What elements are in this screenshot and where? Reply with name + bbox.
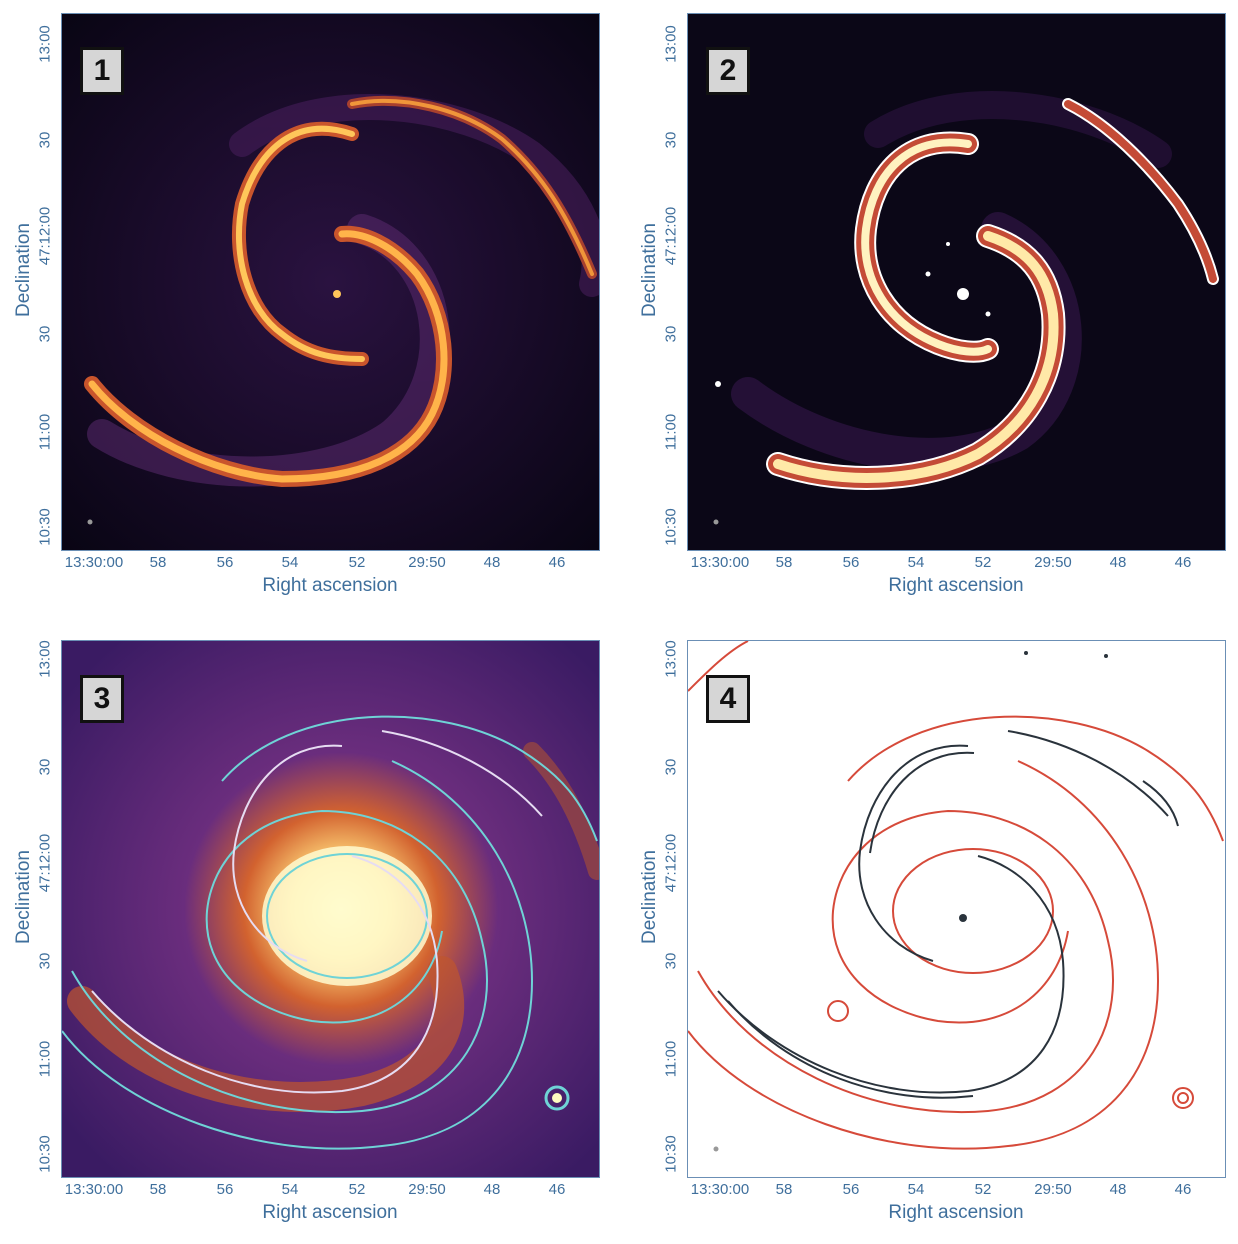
y-tick-label: 11:00 (36, 413, 54, 451)
y-tick-label: 10:30 (36, 1135, 54, 1173)
x-tick-label: 54 (907, 554, 925, 571)
panel-badge: 4 (706, 675, 750, 723)
x-tick-label: 13:30:00 (690, 1181, 750, 1198)
panel-4-image (687, 640, 1226, 1178)
x-tick-label: 54 (281, 554, 299, 571)
y-tick-label: 13:00 (36, 640, 54, 678)
x-axis-label: Right ascension (262, 575, 398, 596)
x-tick-label: 52 (348, 1181, 366, 1198)
x-tick-label: 29:50 (1034, 554, 1072, 571)
y-tick-label: 30 (662, 952, 680, 970)
x-tick-label: 56 (216, 554, 234, 571)
y-tick-label: 30 (662, 131, 680, 149)
x-tick-label: 52 (974, 554, 992, 571)
panel-badge: 1 (80, 47, 124, 95)
y-tick-label: 47:12:00 (662, 206, 680, 266)
x-tick-label: 54 (281, 1181, 299, 1198)
y-tick-label: 11:00 (662, 413, 680, 451)
y-tick-label: 30 (36, 952, 54, 970)
x-tick-label: 58 (775, 1181, 793, 1198)
y-axis-label: Declination (639, 850, 660, 944)
x-tick-label: 54 (907, 1181, 925, 1198)
y-tick-label: 30 (36, 131, 54, 149)
x-tick-label: 13:30:00 (64, 1181, 124, 1198)
x-axis-label: Right ascension (262, 1202, 398, 1223)
x-tick-label: 48 (483, 1181, 501, 1198)
panel-badge: 3 (80, 675, 124, 723)
x-tick-label: 46 (548, 1181, 566, 1198)
y-tick-label: 47:12:00 (36, 833, 54, 893)
panel-badge: 2 (706, 47, 750, 95)
x-tick-label: 46 (1174, 1181, 1192, 1198)
y-axis-label: Declination (13, 223, 34, 317)
y-tick-label: 47:12:00 (36, 206, 54, 266)
x-tick-label: 46 (1174, 554, 1192, 571)
y-tick-label: 13:00 (662, 640, 680, 678)
x-tick-label: 46 (548, 554, 566, 571)
x-tick-label: 29:50 (408, 1181, 446, 1198)
x-tick-label: 58 (149, 1181, 167, 1198)
x-axis-label: Right ascension (888, 575, 1024, 596)
y-tick-label: 30 (36, 325, 54, 343)
x-tick-label: 56 (842, 1181, 860, 1198)
y-tick-label: 13:00 (36, 25, 54, 63)
x-tick-label: 52 (974, 1181, 992, 1198)
x-tick-label: 29:50 (408, 554, 446, 571)
y-tick-label: 11:00 (36, 1040, 54, 1078)
x-axis-label: Right ascension (888, 1202, 1024, 1223)
y-axis-label: Declination (13, 850, 34, 944)
y-tick-label: 10:30 (662, 508, 680, 546)
y-tick-label: 47:12:00 (662, 833, 680, 893)
x-tick-label: 48 (1109, 554, 1127, 571)
panel-2: 2 13:00 30 47:12:00 30 11:00 10:30 Decli… (626, 0, 1238, 617)
y-tick-label: 11:00 (662, 1040, 680, 1078)
y-tick-label: 30 (662, 325, 680, 343)
panel-2-image (687, 13, 1226, 551)
y-tick-label: 10:30 (36, 508, 54, 546)
x-tick-label: 52 (348, 554, 366, 571)
x-tick-label: 56 (216, 1181, 234, 1198)
x-tick-label: 56 (842, 554, 860, 571)
x-tick-label: 13:30:00 (690, 554, 750, 571)
y-tick-label: 10:30 (662, 1135, 680, 1173)
panel-3-image (61, 640, 600, 1178)
x-tick-label: 48 (483, 554, 501, 571)
panel-1: 1 13:00 30 47:12:00 30 11:00 10:30 Decli… (0, 0, 618, 617)
y-tick-label: 30 (36, 758, 54, 776)
panel-1-galaxy-map (62, 14, 599, 550)
panel-4-contour-map (688, 641, 1225, 1177)
panel-4: 4 13:00 30 47:12:00 30 11:00 10:30 Decli… (626, 627, 1238, 1244)
panel-1-image (61, 13, 600, 551)
x-tick-label: 13:30:00 (64, 554, 124, 571)
x-tick-label: 58 (775, 554, 793, 571)
panel-3: 3 13:00 30 47:12:00 30 11:00 10:30 Decli… (0, 627, 618, 1244)
y-tick-label: 30 (662, 758, 680, 776)
x-tick-label: 29:50 (1034, 1181, 1072, 1198)
x-tick-label: 58 (149, 554, 167, 571)
panel-3-galaxy-map (62, 641, 599, 1177)
x-tick-label: 48 (1109, 1181, 1127, 1198)
y-axis-label: Declination (639, 223, 660, 317)
panel-2-galaxy-map (688, 14, 1225, 550)
y-tick-label: 13:00 (662, 25, 680, 63)
